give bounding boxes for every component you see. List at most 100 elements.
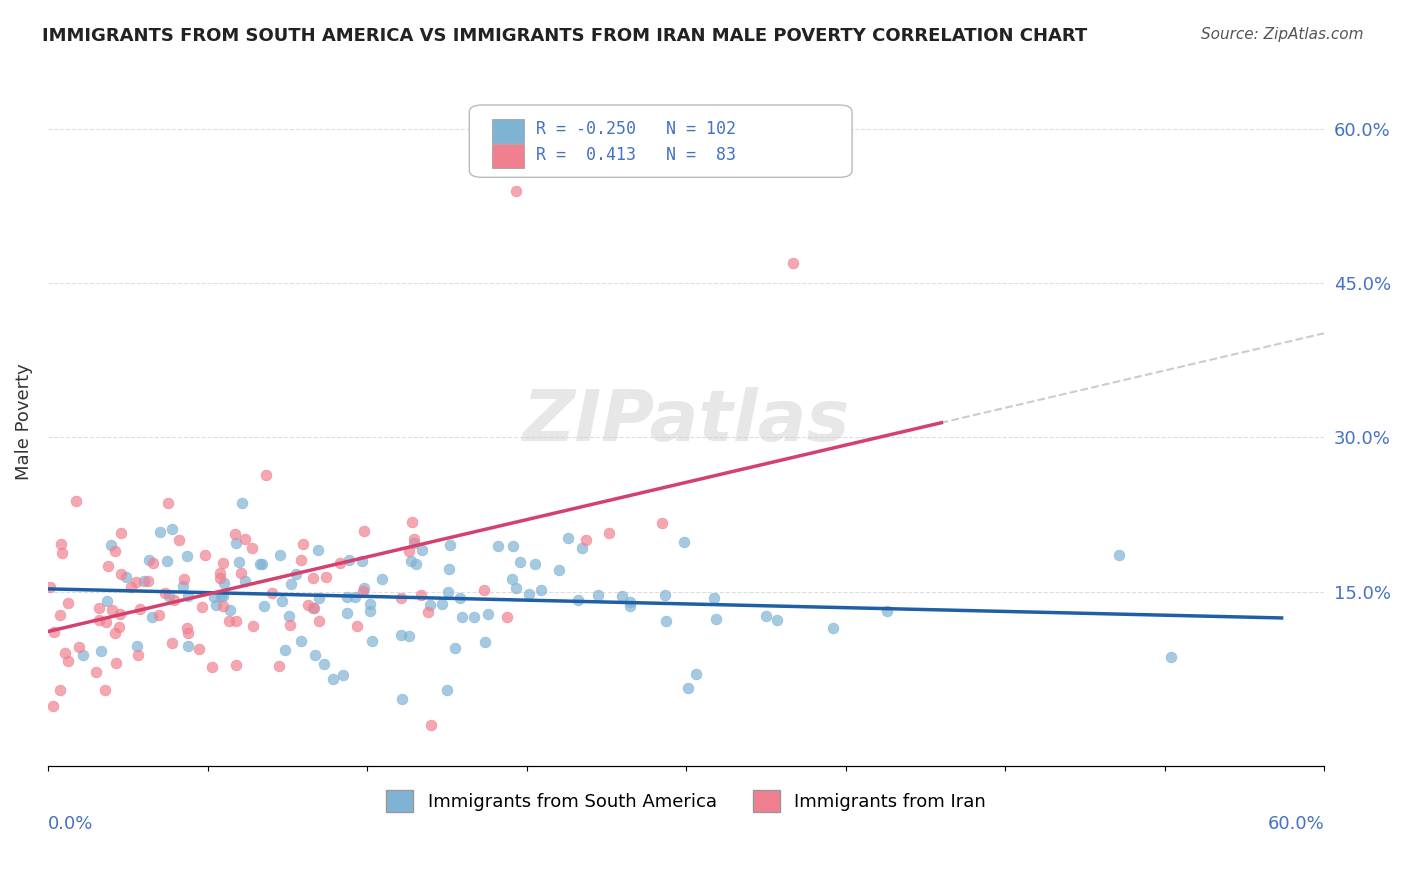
- Point: [291, 536, 314, 550]
- Text: ZIPatlas: ZIPatlas: [523, 387, 849, 457]
- Point: [115, 570, 138, 584]
- Point: [290, 553, 312, 567]
- Point: [557, 531, 579, 545]
- Point: [253, 599, 276, 614]
- Point: [782, 255, 804, 269]
- Point: [474, 583, 496, 598]
- Point: [228, 555, 250, 569]
- Point: [104, 543, 127, 558]
- Point: [766, 613, 789, 627]
- Point: [209, 589, 232, 603]
- Point: [619, 599, 641, 614]
- Point: [285, 566, 308, 581]
- Point: [344, 590, 367, 604]
- Point: [437, 562, 460, 576]
- Point: [509, 555, 531, 569]
- Point: [177, 626, 200, 640]
- Point: [449, 591, 471, 605]
- Point: [359, 604, 381, 618]
- Point: [619, 595, 641, 609]
- Point: [502, 539, 524, 553]
- Point: [104, 626, 127, 640]
- Point: [685, 667, 707, 681]
- Point: [87, 601, 110, 615]
- Point: [463, 610, 485, 624]
- Point: [352, 584, 374, 599]
- Point: [339, 553, 361, 567]
- Point: [399, 554, 422, 568]
- Point: [49, 607, 72, 622]
- Point: [277, 608, 299, 623]
- Point: [177, 589, 200, 603]
- Point: [391, 692, 413, 706]
- Point: [271, 593, 294, 607]
- Point: [141, 609, 163, 624]
- Point: [517, 587, 540, 601]
- Point: [127, 648, 149, 662]
- Point: [176, 639, 198, 653]
- Point: [167, 533, 190, 548]
- Point: [250, 557, 273, 571]
- Point: [655, 614, 678, 628]
- Point: [67, 640, 90, 654]
- Point: [90, 643, 112, 657]
- Legend: Immigrants from South America, Immigrants from Iran: Immigrants from South America, Immigrant…: [380, 783, 994, 819]
- Point: [188, 641, 211, 656]
- Point: [136, 574, 159, 589]
- Point: [56, 654, 79, 668]
- Point: [96, 594, 118, 608]
- Point: [703, 591, 725, 606]
- Point: [389, 627, 412, 641]
- Point: [302, 601, 325, 615]
- Point: [755, 609, 778, 624]
- Point: [586, 588, 609, 602]
- Point: [371, 573, 394, 587]
- Point: [233, 533, 256, 547]
- Point: [304, 648, 326, 662]
- Point: [821, 621, 844, 635]
- Text: R =  0.413   N =  83: R = 0.413 N = 83: [536, 145, 735, 163]
- Point: [110, 566, 132, 581]
- Point: [127, 639, 149, 653]
- Point: [676, 681, 699, 695]
- Point: [240, 541, 263, 555]
- Point: [501, 572, 523, 586]
- Point: [411, 542, 433, 557]
- Point: [262, 585, 284, 599]
- Point: [361, 634, 384, 648]
- Point: [225, 614, 247, 628]
- Point: [278, 618, 301, 632]
- Point: [94, 682, 117, 697]
- Point: [307, 542, 329, 557]
- Point: [233, 574, 256, 588]
- Point: [172, 579, 194, 593]
- Bar: [492, 145, 524, 169]
- Point: [134, 574, 156, 588]
- Point: [290, 633, 312, 648]
- Point: [274, 643, 297, 657]
- Point: [101, 603, 124, 617]
- Point: [567, 593, 589, 607]
- Point: [302, 571, 325, 585]
- Point: [398, 544, 420, 558]
- Point: [209, 566, 232, 580]
- Point: [138, 552, 160, 566]
- Point: [94, 615, 117, 629]
- Point: [129, 602, 152, 616]
- Point: [42, 624, 65, 639]
- Point: [212, 556, 235, 570]
- Point: [474, 634, 496, 648]
- Point: [477, 607, 499, 622]
- Point: [219, 603, 242, 617]
- Point: [401, 515, 423, 529]
- Point: [254, 467, 277, 482]
- Point: [53, 646, 76, 660]
- Text: 60.0%: 60.0%: [1267, 814, 1324, 832]
- Point: [108, 607, 131, 621]
- Point: [405, 557, 427, 571]
- Point: [654, 588, 676, 602]
- Point: [304, 601, 326, 615]
- Point: [225, 658, 247, 673]
- Point: [322, 673, 344, 687]
- Point: [651, 516, 673, 530]
